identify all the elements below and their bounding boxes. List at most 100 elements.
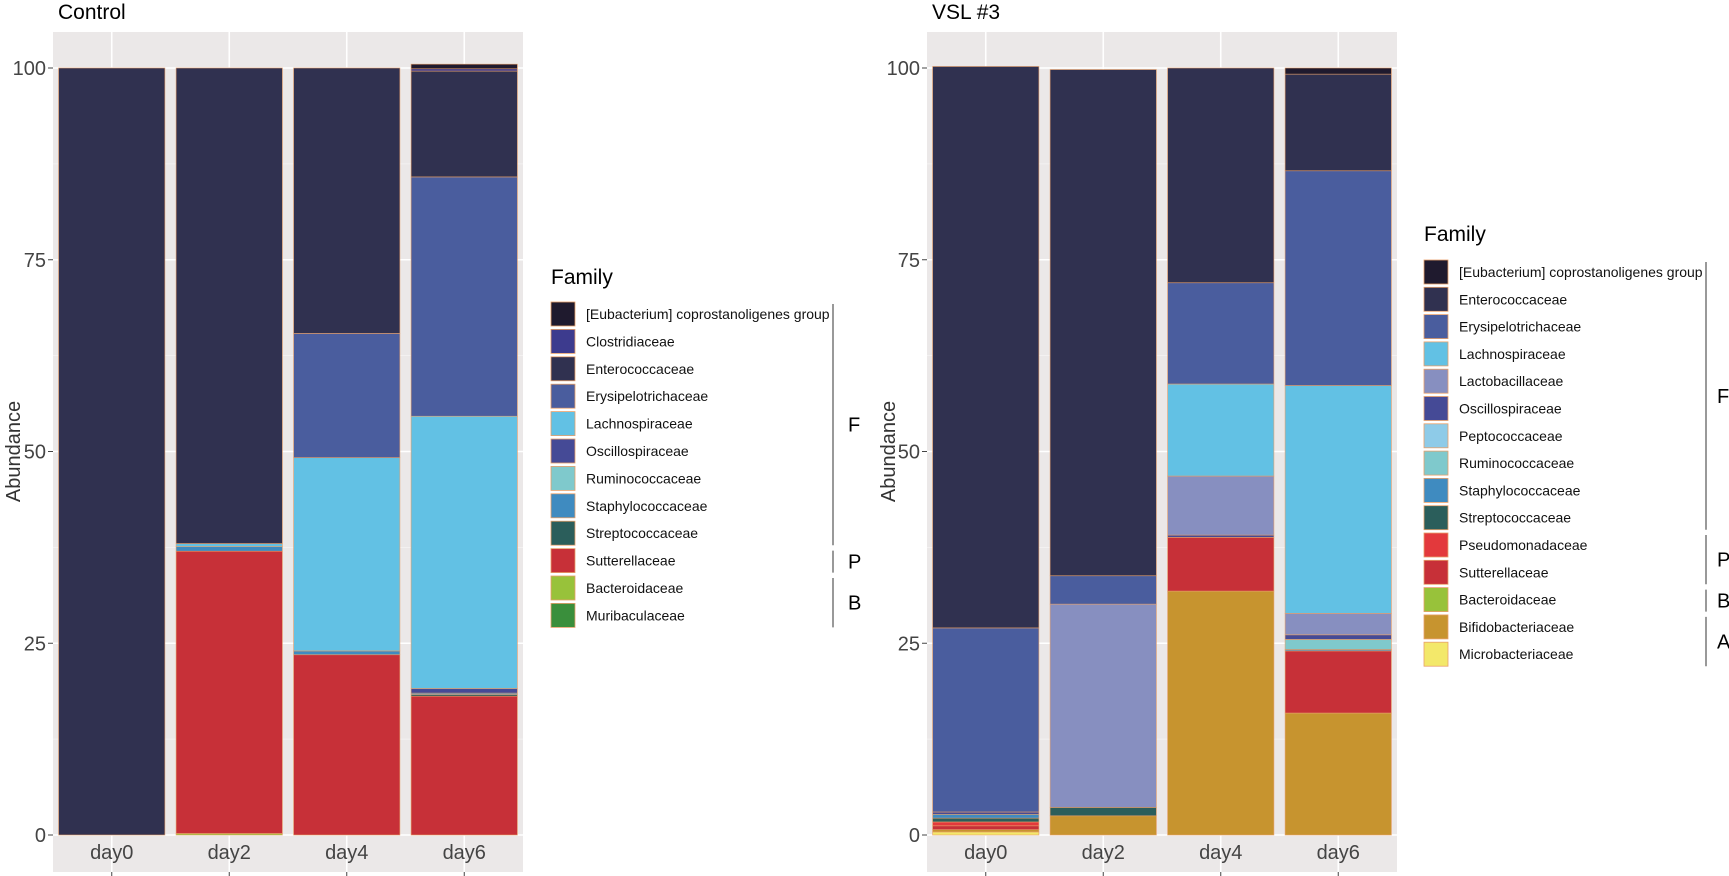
panel2-bar-day4-bifidobacteriaceae bbox=[1167, 590, 1275, 836]
panel2-legend-label: Lactobacillaceae bbox=[1459, 373, 1564, 389]
panel2-bar-day6-enterococcaceae bbox=[1284, 73, 1392, 172]
panel2-legend-label: Pseudomonadaceae bbox=[1459, 537, 1588, 553]
panel2-ytick-label: 75 bbox=[898, 250, 920, 272]
panel1-xtick-label: day6 bbox=[443, 842, 486, 864]
panel2-bar-day0-sutterellaceae bbox=[932, 825, 1040, 830]
panel1-bar-day4-staphylococcaceae bbox=[293, 650, 401, 656]
panel2-legend-label: Sutterellaceae bbox=[1459, 564, 1549, 580]
panel1-legend-swatch bbox=[550, 520, 576, 546]
panel2-bar-day0-bifidobacteriaceae bbox=[932, 829, 1040, 833]
panel2-bar-day0-oscillospiraceae bbox=[932, 811, 1040, 815]
panel1-legend-label: Erysipelotrichaceae bbox=[586, 388, 708, 404]
panel1-legend-label: Ruminococcaceae bbox=[586, 470, 701, 486]
panel2-legend-swatch bbox=[1423, 341, 1449, 367]
panel1-legend-swatch bbox=[550, 328, 576, 354]
panel1-legend-title: Family bbox=[551, 266, 613, 289]
panel2-legend-label: Streptococcaceae bbox=[1459, 510, 1571, 526]
panel2-legend-swatch bbox=[1423, 423, 1449, 449]
panel1-bar-day6-lachnospiraceae bbox=[410, 415, 518, 689]
panel2-legend-label: Ruminococcaceae bbox=[1459, 455, 1574, 471]
panel2-bar-day2-bifidobacteriaceae bbox=[1049, 815, 1157, 836]
panel2-bar-day6-oscillospiraceae bbox=[1284, 634, 1392, 640]
panel2-ytick-label: 0 bbox=[909, 825, 920, 847]
panel1-phylum-label: P bbox=[848, 552, 861, 574]
panel2-legend-label: Bifidobacteriaceae bbox=[1459, 619, 1574, 635]
panel2-legend-swatch bbox=[1423, 505, 1449, 531]
panel1-bar-day6-enterococcaceae bbox=[410, 70, 518, 178]
panel2-bar-day4-oscillospiraceae bbox=[1167, 534, 1275, 538]
panel2-bar-day2-lactobacillaceae bbox=[1049, 603, 1157, 808]
panel1-phylum-label: F bbox=[848, 415, 860, 437]
panel2-xtick-label: day2 bbox=[1082, 842, 1125, 864]
panel1-legend-label: Oscillospiraceae bbox=[586, 443, 689, 459]
panel1-bar-day0-enterococcaceae bbox=[58, 67, 166, 836]
panel2-legend-label: Erysipelotrichaceae bbox=[1459, 319, 1581, 335]
panel2-legend-swatch bbox=[1423, 314, 1449, 340]
panel2-bar-day6-lachnospiraceae bbox=[1284, 385, 1392, 614]
panel1-bar-day2-lachnospiraceae bbox=[175, 543, 283, 547]
panel1-bar-day4-enterococcaceae bbox=[293, 67, 401, 334]
panel2-bar-day4-erysipelotrichaceae bbox=[1167, 282, 1275, 385]
panel2-legend-label: Lachnospiraceae bbox=[1459, 346, 1566, 362]
panel2-legend-swatch bbox=[1423, 587, 1449, 612]
panel2-bar-day4-lactobacillaceae bbox=[1167, 475, 1275, 536]
panel1-bar-day6-oscillospiraceae bbox=[410, 688, 518, 694]
panel2-legend-swatch bbox=[1423, 614, 1449, 640]
panel2-bar-day0-streptococcaceae bbox=[932, 817, 1040, 823]
panel1-legend-label: Enterococcaceae bbox=[586, 361, 694, 377]
panel2-bar-day2-erysipelotrichaceae bbox=[1049, 575, 1157, 605]
panel1-bar-day6-eubacterium-coprostanoligenes-group bbox=[410, 63, 518, 70]
panel2-bar-day4-enterococcaceae bbox=[1167, 67, 1275, 284]
panel1-legend-label: Lachnospiraceae bbox=[586, 416, 693, 432]
panel2-bar-day6-lactobacillaceae bbox=[1284, 613, 1392, 636]
panel2-legend-title: Family bbox=[1424, 223, 1486, 246]
panel2-legend-swatch bbox=[1423, 259, 1449, 285]
panel1-legend-swatch bbox=[550, 603, 576, 628]
panel1-bar-day2-sutterellaceae bbox=[175, 550, 283, 834]
panel2-legend-label: Peptococcaceae bbox=[1459, 428, 1563, 444]
panel2-xtick-label: day4 bbox=[1199, 842, 1242, 864]
panel2-legend-label: Staphylococcaceae bbox=[1459, 482, 1581, 498]
panel1-legend-swatch bbox=[550, 301, 576, 327]
panel2-bar-day0-staphylococcaceae bbox=[932, 813, 1040, 819]
panel1-ytick-label: 50 bbox=[24, 442, 46, 464]
panel2-bar-day0-pseudomonadaceae bbox=[932, 821, 1040, 827]
panel2-bar-day2-streptococcaceae bbox=[1049, 807, 1157, 817]
panel2-ytick-label: 25 bbox=[898, 633, 920, 655]
panel1-ytick-label: 75 bbox=[24, 250, 46, 272]
panel1-legend-swatch bbox=[550, 411, 576, 437]
panel1-bar-day2-enterococcaceae bbox=[175, 67, 283, 544]
panel2-ytick-label: 100 bbox=[887, 58, 920, 80]
panel2-legend-label: Bacteroidaceae bbox=[1459, 592, 1557, 608]
panel1-legend-label: Clostridiaceae bbox=[586, 333, 675, 349]
panel1-legend-label: Bacteroidaceae bbox=[586, 580, 684, 596]
panel2-xtick-label: day6 bbox=[1317, 842, 1360, 864]
panel2-phylum-label: F bbox=[1717, 386, 1729, 408]
panel1-legend-swatch bbox=[550, 465, 576, 491]
panel1-bar-day4-lachnospiraceae bbox=[293, 457, 401, 652]
panel1-legend-swatch bbox=[550, 548, 576, 573]
panel1-bar-day6-clostridiaceae bbox=[410, 68, 518, 72]
panel2-bar-day0-microbacteriaceae bbox=[932, 831, 1040, 836]
panel1-xtick-label: day4 bbox=[325, 842, 368, 864]
panel2-bar-day6-ruminococcaceae bbox=[1284, 639, 1392, 650]
panel1-bar-day2-staphylococcaceae bbox=[175, 546, 283, 552]
panel2-legend-swatch bbox=[1423, 641, 1449, 667]
panel2-ytick-label: 50 bbox=[898, 442, 920, 464]
panel1-legend-swatch bbox=[550, 575, 576, 601]
panel2-bar-day2-enterococcaceae bbox=[1049, 69, 1157, 577]
panel1-y-axis-label: Abundance bbox=[3, 401, 25, 502]
panel2-legend-swatch bbox=[1423, 450, 1449, 476]
panel1-xtick-label: day2 bbox=[208, 842, 251, 864]
panel1-legend-label: Muribaculaceae bbox=[586, 607, 685, 623]
panel2-bar-day0-erysipelotrichaceae bbox=[932, 627, 1040, 813]
panel2-bar-day4-sutterellaceae bbox=[1167, 537, 1275, 592]
panel1-legend-swatch bbox=[550, 356, 576, 382]
panel2-legend-label: Microbacteriaceae bbox=[1459, 646, 1574, 662]
panel1-legend-label: Streptococcaceae bbox=[586, 525, 698, 541]
panel2-phylum-label: A bbox=[1717, 632, 1729, 654]
panel1-bar-day4-erysipelotrichaceae bbox=[293, 333, 401, 458]
panel1-xtick-label: day0 bbox=[90, 842, 133, 864]
panel1-bar-day6-sutterellaceae bbox=[410, 695, 518, 836]
